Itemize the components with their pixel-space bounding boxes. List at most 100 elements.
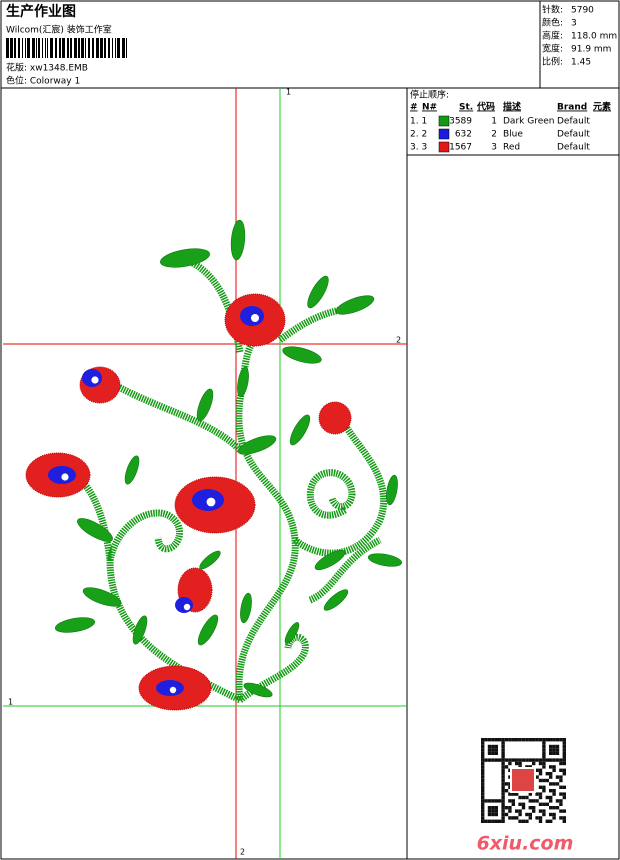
qr-module	[525, 758, 529, 762]
qr-module	[498, 738, 502, 742]
title: 生产作业图	[6, 3, 76, 20]
qr-module	[532, 761, 536, 766]
bar	[96, 38, 99, 58]
qr-module	[508, 809, 512, 813]
qr-module	[518, 809, 522, 813]
table-title: 停止顺序:	[410, 89, 449, 101]
qr-module	[549, 758, 553, 762]
column-header: #	[410, 103, 418, 113]
stop-sequence-table: # N# St. 代码 描述 Brand 元素1. 1 3589 1 Dark Green Defa…	[410, 101, 611, 153]
leaf	[323, 589, 349, 611]
qr-module	[481, 789, 485, 793]
qr-module	[555, 799, 560, 803]
qr-module	[494, 751, 498, 755]
leaf	[230, 219, 246, 261]
bar	[55, 38, 57, 58]
qr-module	[491, 744, 495, 749]
description: Blue	[503, 130, 523, 140]
leaf	[289, 414, 311, 446]
qr-module	[528, 812, 532, 817]
qr-module	[535, 816, 539, 820]
bar	[38, 38, 40, 58]
qr-module	[562, 744, 566, 749]
qr-module	[535, 738, 539, 742]
qr-module	[549, 819, 553, 823]
qr-module	[494, 738, 498, 742]
bar	[10, 38, 13, 58]
qr-module	[542, 761, 546, 766]
qr-module	[511, 738, 515, 742]
qr-module	[538, 816, 543, 820]
leaf	[367, 553, 403, 567]
qr-module	[518, 802, 522, 806]
qr-module	[542, 758, 546, 762]
leaf	[54, 617, 96, 633]
qr-module	[559, 738, 563, 742]
qr-module	[552, 765, 556, 769]
stitches: 632	[455, 130, 472, 140]
qr-module	[559, 775, 563, 779]
qr-module	[484, 738, 488, 742]
qr-module	[511, 816, 515, 820]
qr-module	[535, 799, 539, 803]
qr-module	[515, 792, 519, 796]
column-header: 代码	[476, 101, 495, 113]
flower-center	[156, 680, 184, 696]
qr-module	[528, 806, 532, 810]
column-header: Brand	[557, 103, 587, 113]
qr-module	[538, 778, 543, 783]
bar	[14, 38, 16, 58]
bar	[27, 38, 30, 58]
qr-module	[542, 748, 546, 752]
qr-module	[491, 809, 495, 813]
qr-module	[494, 809, 498, 813]
qr-module	[542, 765, 546, 769]
column-header: 元素	[593, 101, 611, 113]
qr-module	[508, 782, 512, 786]
qr-module	[481, 775, 485, 779]
qr-module	[562, 768, 566, 772]
qr-module	[549, 812, 553, 817]
bar	[18, 38, 20, 58]
qr-module	[504, 812, 509, 817]
flower-center	[48, 466, 76, 484]
bar	[50, 38, 53, 58]
code: 2	[491, 130, 497, 140]
leaf	[243, 682, 273, 698]
qr-module	[549, 772, 553, 776]
color-swatch	[438, 128, 450, 140]
qr-module	[562, 792, 566, 796]
bar	[117, 38, 120, 58]
qr-module	[501, 741, 505, 745]
qr-module	[487, 806, 492, 810]
qr-module	[521, 795, 526, 800]
qr-module	[555, 758, 560, 762]
bar	[70, 38, 72, 58]
qr-module	[538, 802, 543, 806]
qr-module	[542, 741, 546, 745]
bar	[59, 38, 61, 58]
qr-module	[525, 765, 529, 769]
qr-module	[542, 785, 546, 789]
qr-module	[555, 775, 560, 779]
qr-module	[552, 782, 556, 786]
qr-module	[549, 799, 553, 803]
qr-module	[487, 748, 492, 752]
qr-module	[532, 809, 536, 813]
qr-module	[508, 806, 512, 810]
qr-module	[552, 744, 556, 749]
qr-module	[508, 775, 512, 779]
qr-module	[491, 751, 495, 755]
marker: 2	[240, 848, 245, 857]
qr-module	[559, 785, 563, 789]
qr-module	[518, 758, 522, 762]
brand: Default	[557, 117, 590, 127]
qr-module	[501, 799, 505, 803]
leaf	[314, 549, 346, 571]
qr-module	[559, 758, 563, 762]
qr-module	[562, 748, 566, 752]
qr-module	[538, 761, 543, 766]
qr-module	[549, 782, 553, 786]
qr-module	[481, 741, 485, 745]
qr-module	[538, 738, 543, 742]
